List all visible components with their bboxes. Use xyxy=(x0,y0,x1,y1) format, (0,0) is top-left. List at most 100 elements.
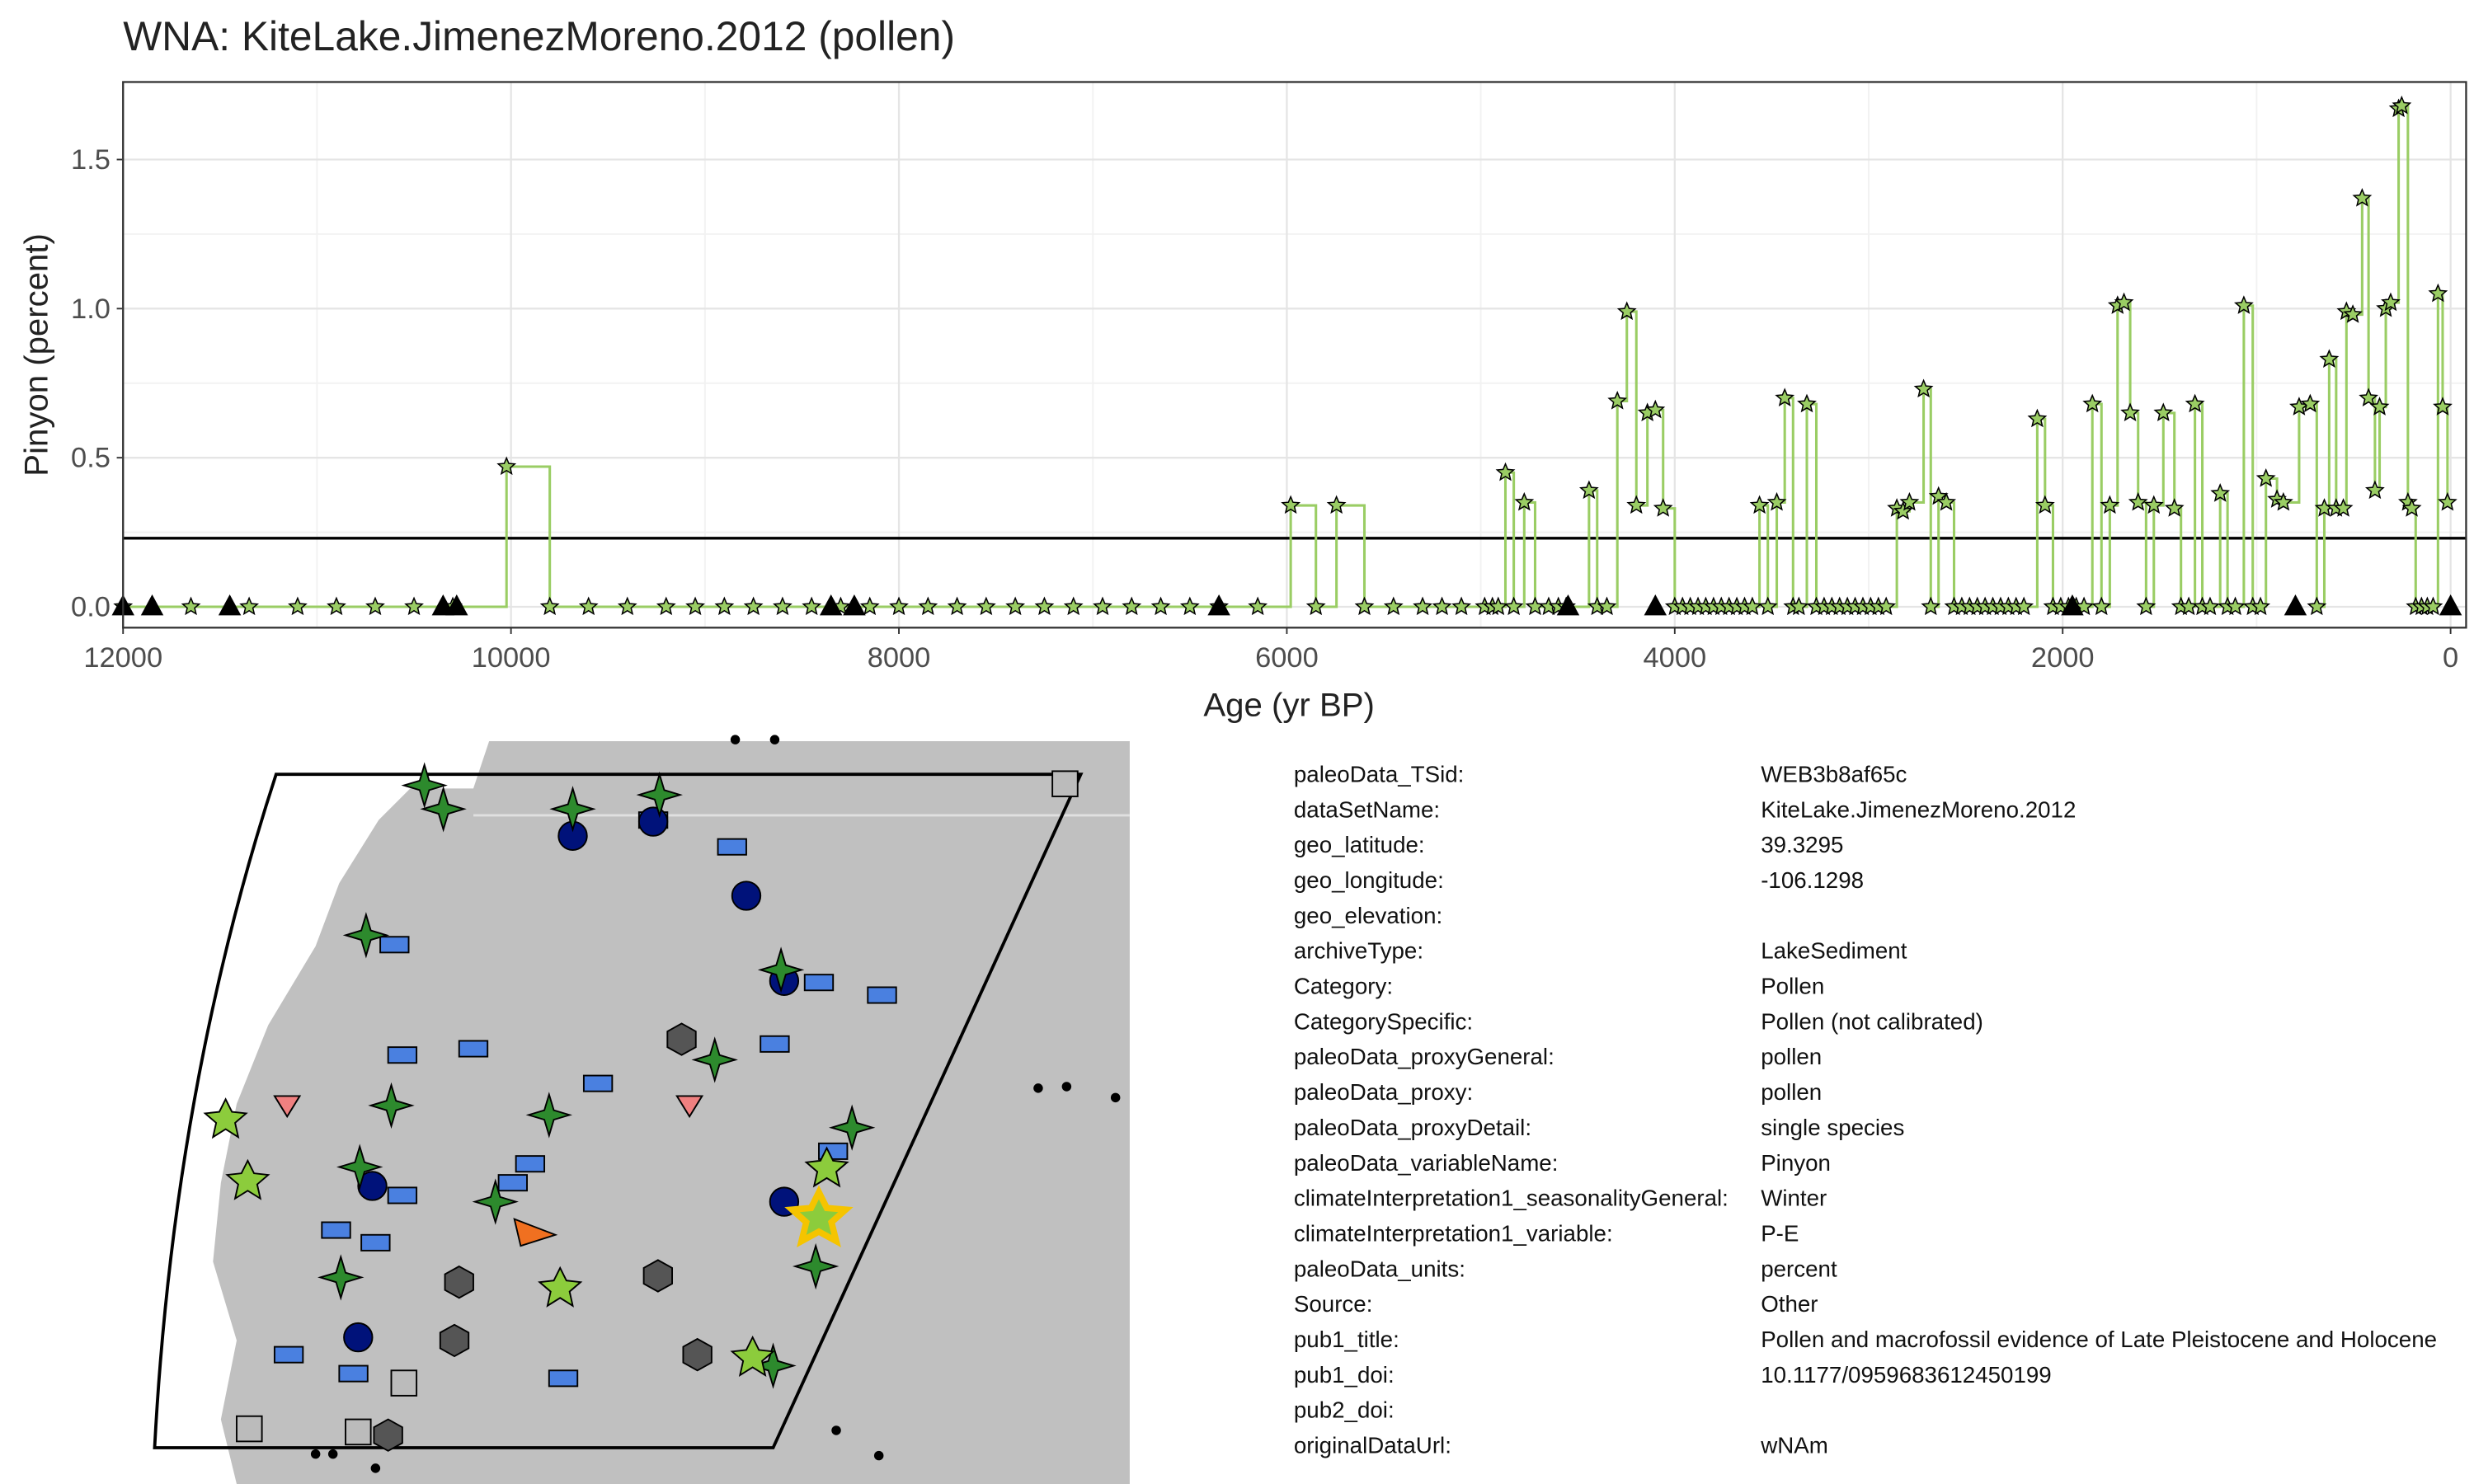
point xyxy=(1578,480,1599,500)
point xyxy=(2284,594,2307,616)
meta-value: Pollen xyxy=(1761,974,1824,999)
meta-key: CategorySpecific: xyxy=(1294,1008,1473,1034)
point xyxy=(1921,596,1941,616)
point xyxy=(1326,495,1347,514)
x-tick-label: 10000 xyxy=(472,642,551,674)
point xyxy=(2307,596,2327,616)
meta-key: paleoData_proxyGeneral: xyxy=(1294,1044,1554,1069)
meta-key: paleoData_proxyDetail: xyxy=(1294,1115,1531,1140)
point xyxy=(1248,596,1268,616)
meta-value: LakeSediment xyxy=(1761,938,1907,964)
point xyxy=(976,596,996,616)
point xyxy=(1775,387,1795,406)
point xyxy=(2401,498,2422,517)
meta-value: Pollen and macrofossil evidence of Late … xyxy=(1761,1327,2437,1352)
map xyxy=(123,735,1130,1484)
point xyxy=(2439,594,2462,616)
point xyxy=(1063,596,1084,616)
point xyxy=(714,596,735,616)
meta-key: Source: xyxy=(1294,1291,1373,1317)
point xyxy=(2369,397,2390,416)
point xyxy=(947,596,967,616)
point xyxy=(1034,596,1055,616)
meta-value: 10.1177/0959683612450199 xyxy=(1761,1362,2052,1388)
point xyxy=(1207,594,1230,616)
meta-value: Winter xyxy=(1761,1186,1827,1211)
point xyxy=(1281,495,1301,514)
point xyxy=(1797,393,1817,413)
point xyxy=(2433,397,2453,416)
point xyxy=(1607,390,1628,410)
point xyxy=(1876,596,1897,616)
point xyxy=(365,596,385,616)
point xyxy=(2091,596,2112,616)
meta-key: paleoData_proxy: xyxy=(1294,1079,1473,1105)
point xyxy=(859,596,880,616)
y-tick-label: 0.5 xyxy=(71,443,111,474)
panel-border xyxy=(122,81,2467,629)
dot-markers xyxy=(310,735,1121,1473)
point xyxy=(2300,393,2321,413)
point xyxy=(2061,594,2084,616)
point xyxy=(578,596,599,616)
point xyxy=(2343,304,2363,323)
point xyxy=(1616,301,1637,321)
point xyxy=(2319,349,2340,368)
x-tick-label: 2000 xyxy=(2031,642,2095,674)
point xyxy=(1899,491,1920,511)
meta-key: paleoData_TSid: xyxy=(1294,761,1465,787)
meta-value: Pinyon xyxy=(1761,1150,1831,1176)
meta-value: Other xyxy=(1761,1291,1818,1317)
point xyxy=(2185,393,2205,413)
point xyxy=(1653,498,1673,517)
point xyxy=(2164,498,2185,517)
meta-value: 39.3295 xyxy=(1761,832,1843,857)
point xyxy=(2120,402,2140,422)
point xyxy=(2359,387,2379,406)
meta-key: pub2_doi: xyxy=(1294,1397,1395,1423)
point xyxy=(1503,596,1524,616)
point xyxy=(496,456,517,476)
meta-key: archiveType: xyxy=(1294,938,1423,964)
meta-value: wNAm xyxy=(1760,1433,1828,1458)
point xyxy=(327,596,346,616)
point xyxy=(2437,491,2458,511)
point xyxy=(2255,467,2276,487)
point xyxy=(743,596,764,616)
point xyxy=(685,596,705,616)
point xyxy=(445,594,468,616)
point xyxy=(2352,188,2373,207)
point xyxy=(1789,596,1809,616)
point xyxy=(1005,596,1026,616)
point xyxy=(1645,399,1666,419)
point xyxy=(918,596,938,616)
point xyxy=(2014,596,2034,616)
point xyxy=(2333,498,2354,517)
point xyxy=(843,594,866,616)
point xyxy=(2143,495,2164,514)
point xyxy=(288,596,308,616)
point xyxy=(2100,495,2120,514)
plot-area: 0.0 0.5 1.0 1.5 12000 10000 8000 6000 4000 2000 0 xyxy=(71,81,2467,674)
y-tick-label: 1.5 xyxy=(71,144,111,176)
region-outline xyxy=(153,773,1084,1449)
meta-key: originalDataUrl: xyxy=(1294,1433,1451,1458)
point xyxy=(1413,596,1432,616)
meta-value: pollen xyxy=(1761,1079,1822,1105)
point xyxy=(181,596,201,616)
meta-key: Category: xyxy=(1294,974,1393,999)
meta-value: pollen xyxy=(1761,1044,1822,1069)
point xyxy=(404,596,424,616)
point xyxy=(2428,283,2448,303)
meta-value: WEB3b8af65c xyxy=(1761,761,1907,787)
x-tick-label: 4000 xyxy=(1644,642,1707,674)
point xyxy=(2082,393,2103,413)
point xyxy=(1150,596,1171,616)
panel xyxy=(123,82,2467,628)
point xyxy=(1122,596,1142,616)
point xyxy=(1644,594,1667,616)
meta-key: paleoData_units: xyxy=(1294,1256,1465,1281)
point xyxy=(1432,596,1452,616)
land xyxy=(213,741,1130,1484)
